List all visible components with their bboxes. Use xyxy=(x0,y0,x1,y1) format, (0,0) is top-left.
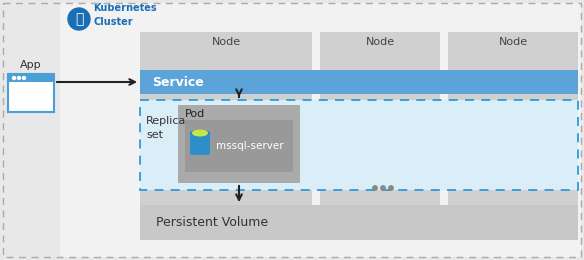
Bar xyxy=(448,32,578,218)
Bar xyxy=(60,3,581,257)
Bar xyxy=(320,32,440,218)
Text: Persistent Volume: Persistent Volume xyxy=(156,216,268,229)
Bar xyxy=(185,120,293,172)
Text: mssql-server: mssql-server xyxy=(216,141,284,151)
Bar xyxy=(140,205,578,240)
Text: App: App xyxy=(20,60,42,70)
Text: Service: Service xyxy=(152,75,204,88)
Ellipse shape xyxy=(192,129,208,136)
Bar xyxy=(140,100,578,190)
Text: Pod: Pod xyxy=(185,109,205,119)
Text: Node: Node xyxy=(498,37,527,47)
Circle shape xyxy=(373,186,377,190)
Circle shape xyxy=(381,186,385,190)
Text: Kubernetes
Cluster: Kubernetes Cluster xyxy=(93,3,157,27)
Bar xyxy=(8,74,54,82)
Bar xyxy=(178,105,300,183)
Text: Node: Node xyxy=(211,37,241,47)
Circle shape xyxy=(18,76,20,80)
Text: Replica
set: Replica set xyxy=(146,116,186,140)
Bar xyxy=(8,74,54,112)
Bar xyxy=(140,70,578,94)
Text: ⎈: ⎈ xyxy=(75,12,83,27)
FancyBboxPatch shape xyxy=(190,131,210,155)
Bar xyxy=(140,32,312,218)
Text: Node: Node xyxy=(366,37,395,47)
Circle shape xyxy=(23,76,26,80)
Circle shape xyxy=(68,8,90,30)
Bar xyxy=(140,100,578,190)
Circle shape xyxy=(389,186,393,190)
Circle shape xyxy=(12,76,16,80)
